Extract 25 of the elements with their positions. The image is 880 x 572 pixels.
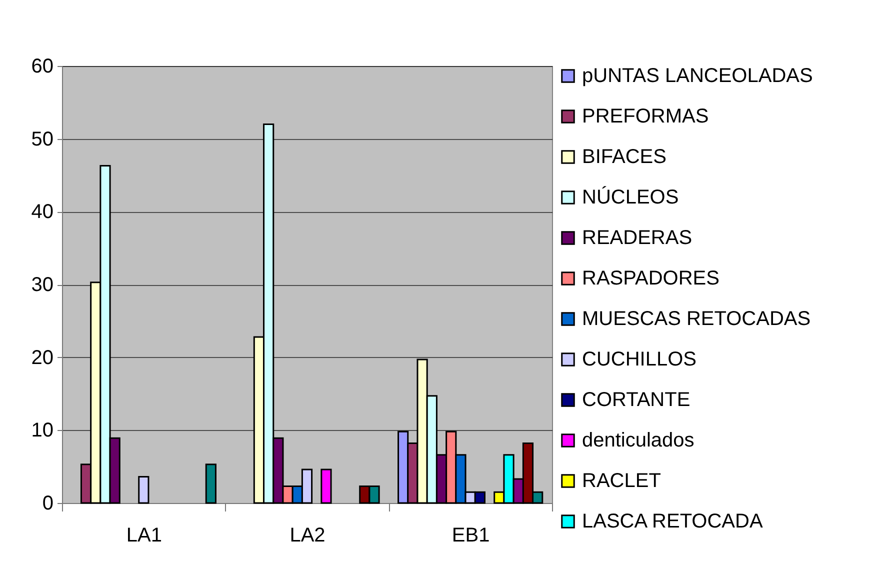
bar — [205, 464, 216, 504]
legend-label: pUNTAS LANCEOLADAS — [582, 65, 813, 87]
legend-label: BIFACES — [582, 146, 666, 168]
y-tick-label: 40 — [31, 201, 54, 224]
legend-label: CORTANTE — [582, 389, 690, 411]
y-tick-label: 20 — [31, 346, 54, 369]
legend-label: denticulados — [582, 430, 694, 452]
y-tick-label: 30 — [31, 274, 54, 296]
y-tick-label: 10 — [31, 420, 54, 442]
legend-label: NÚCLEOS — [582, 186, 679, 208]
bar — [138, 476, 150, 504]
bar — [320, 468, 332, 504]
x-tick-label: LA1 — [126, 524, 162, 546]
y-tick-label: 0 — [42, 492, 54, 514]
legend-label: READERAS — [582, 227, 692, 249]
legend-label: CUCHILLOS — [582, 348, 696, 370]
legend-label: PREFORMAS — [582, 106, 709, 128]
y-tick-label: 50 — [31, 128, 54, 150]
legend-label: MUESCAS RETOCADAS — [582, 308, 811, 330]
x-tick-label: LA2 — [290, 524, 326, 546]
legend-label: RACLET — [582, 470, 661, 492]
legend-label: LASCA RETOCADA — [582, 510, 764, 532]
x-tick-label: EB1 — [452, 524, 490, 546]
legend-label: RASPADORES — [582, 268, 720, 290]
y-tick-label: 60 — [31, 56, 54, 78]
